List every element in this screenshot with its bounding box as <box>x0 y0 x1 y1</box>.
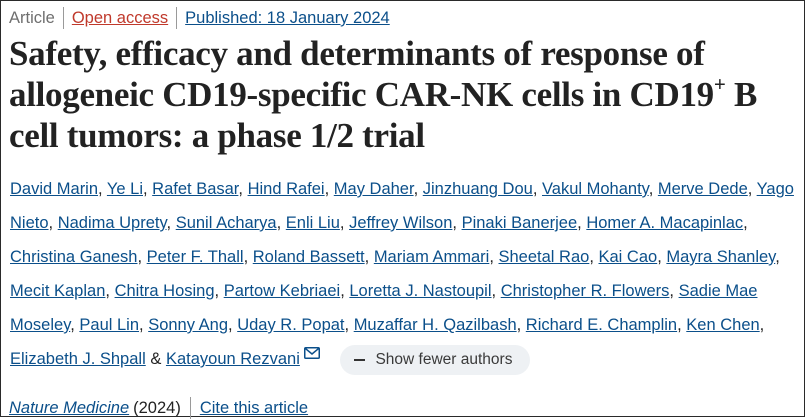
meta-divider <box>62 7 64 29</box>
author-link[interactable]: Loretta J. Nastoupil <box>349 282 492 300</box>
author-link[interactable]: Mayra Shanley <box>666 248 776 266</box>
article-type: Article <box>9 9 55 27</box>
show-fewer-authors-button[interactable]: Show fewer authors <box>340 344 531 375</box>
author-link[interactable]: Sunil Acharya <box>175 214 277 232</box>
author-link[interactable]: Peter F. Thall <box>146 248 244 266</box>
author-link[interactable]: Muzaffar H. Qazilbash <box>353 316 517 334</box>
citation-footer: Nature Medicine (2024) Cite this article <box>9 397 308 419</box>
open-access-link[interactable]: Open access <box>71 9 169 27</box>
author-link[interactable]: Hind Rafei <box>247 180 325 198</box>
author-line: Mecit Kaplan, Chitra Hosing, Partow Kebr… <box>10 282 758 300</box>
author-link[interactable]: Jinzhuang Dou <box>422 180 533 198</box>
article-title: Safety, efficacy and determinants of res… <box>9 33 799 156</box>
author-link[interactable]: Elizabeth J. Shpall <box>10 350 146 368</box>
ampersand: & <box>150 350 162 368</box>
meta-divider <box>176 7 178 29</box>
author-link[interactable]: Yago <box>756 180 794 198</box>
author-link[interactable]: Paul Lin <box>79 316 140 334</box>
author-link[interactable]: Ye Li <box>106 180 143 198</box>
author-link[interactable]: Roland Bassett <box>252 248 365 266</box>
author-list: David Marin, Ye Li, Rafet Basar, Hind Ra… <box>10 172 802 376</box>
author-link[interactable]: Christina Ganesh <box>10 248 138 266</box>
author-link[interactable]: Rafet Basar <box>152 180 239 198</box>
author-link[interactable]: Uday R. Popat <box>237 316 345 334</box>
author-link[interactable]: Homer A. Macapinlac <box>586 214 744 232</box>
minus-icon <box>354 358 366 361</box>
author-link[interactable]: Enli Liu <box>285 214 340 232</box>
author-link[interactable]: Pinaki Banerjee <box>461 214 578 232</box>
publication-year: (2024) <box>133 399 181 417</box>
author-line: Christina Ganesh, Peter F. Thall, Roland… <box>10 248 780 266</box>
author-link[interactable]: May Daher <box>333 180 414 198</box>
author-link[interactable]: Jeffrey Wilson <box>349 214 453 232</box>
author-line: David Marin, Ye Li, Rafet Basar, Hind Ra… <box>10 180 794 198</box>
author-link[interactable]: Moseley <box>10 316 71 334</box>
author-link-corresponding[interactable]: Katayoun Rezvani <box>165 350 300 368</box>
author-link[interactable]: Mecit Kaplan <box>10 282 106 300</box>
journal-link[interactable]: Nature Medicine <box>9 399 130 417</box>
author-link[interactable]: Ken Chen <box>686 316 760 334</box>
author-link[interactable]: Sonny Ang <box>148 316 229 334</box>
envelope-icon[interactable] <box>303 337 320 371</box>
cite-article-link[interactable]: Cite this article <box>199 399 309 417</box>
author-link[interactable]: Christopher R. Flowers <box>500 282 670 300</box>
author-link[interactable]: Sheetal Rao <box>498 248 590 266</box>
title-text-end: B cell tumors: a phase 1/2 trial <box>9 75 758 155</box>
author-link[interactable]: Vakul Mohanty <box>542 180 649 198</box>
footer-divider <box>189 397 191 419</box>
author-line: Nieto, Nadima Uprety, Sunil Acharya, Enl… <box>10 214 748 232</box>
author-link[interactable]: Chitra Hosing <box>114 282 215 300</box>
author-link[interactable]: Mariam Ammari <box>373 248 490 266</box>
title-superscript: + <box>713 72 726 97</box>
title-text: Safety, efficacy and determinants of res… <box>9 34 714 114</box>
author-link[interactable]: Sadie Mae <box>678 282 758 300</box>
author-link[interactable]: Partow Kebriaei <box>223 282 341 300</box>
author-link[interactable]: Nadima Uprety <box>57 214 167 232</box>
author-link[interactable]: Richard E. Champlin <box>525 316 678 334</box>
article-meta: Article Open access Published: 18 Januar… <box>9 7 390 29</box>
author-link[interactable]: David Marin <box>10 180 99 198</box>
published-date-link[interactable]: Published: 18 January 2024 <box>185 9 390 27</box>
show-fewer-label: Show fewer authors <box>375 350 513 368</box>
author-link[interactable]: Merve Dede <box>657 180 748 198</box>
author-link[interactable]: Nieto <box>10 214 49 232</box>
author-link[interactable]: Kai Cao <box>598 248 658 266</box>
author-line: Moseley, Paul Lin, Sonny Ang, Uday R. Po… <box>10 316 765 334</box>
author-line-last: Elizabeth J. Shpall & Katayoun Rezvani S… <box>10 342 802 376</box>
